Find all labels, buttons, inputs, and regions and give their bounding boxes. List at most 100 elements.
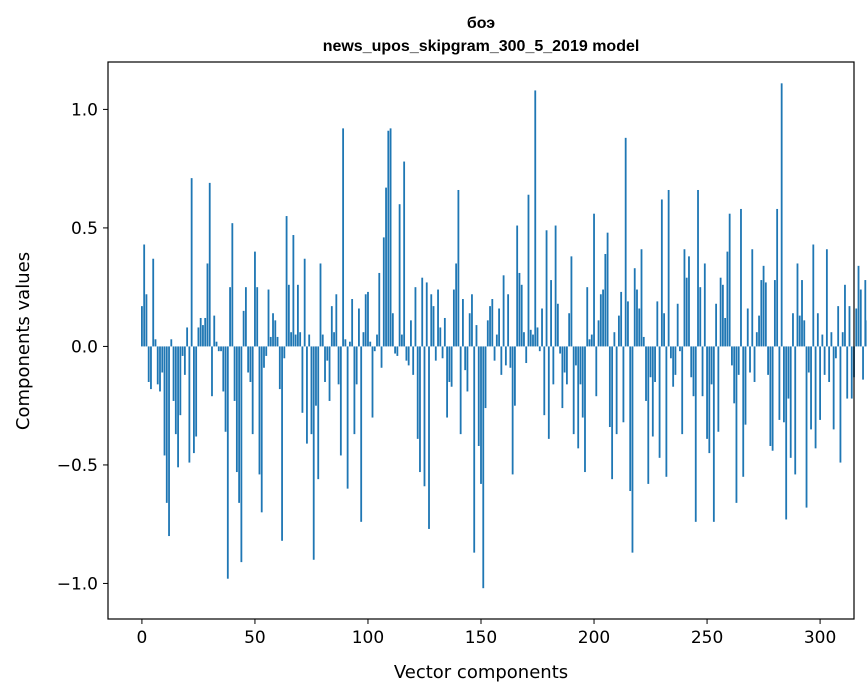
bar (290, 332, 293, 347)
bar (554, 225, 557, 347)
bar (468, 313, 471, 347)
bar (541, 308, 543, 347)
bar (819, 346, 821, 420)
bar (527, 194, 530, 347)
bar (538, 346, 541, 352)
bar (150, 346, 152, 390)
bar (410, 320, 412, 347)
bar (667, 189, 670, 347)
bar (247, 346, 250, 373)
bar (312, 346, 315, 560)
bar (810, 346, 812, 430)
bar (358, 308, 360, 347)
bar (430, 294, 433, 347)
bar (315, 346, 317, 406)
bar (658, 346, 661, 458)
bar (561, 346, 564, 409)
bar (464, 346, 467, 371)
bar (724, 317, 727, 347)
bar (821, 334, 824, 347)
bar (303, 258, 306, 347)
bar (333, 332, 335, 347)
bar (183, 346, 186, 375)
bar (688, 256, 690, 347)
bar (783, 346, 785, 423)
bar (342, 128, 345, 347)
bar (731, 346, 733, 366)
bar (590, 334, 593, 347)
bar (719, 277, 722, 347)
bar (846, 346, 849, 399)
bar (796, 263, 799, 347)
bar (141, 306, 143, 347)
bar (471, 294, 473, 347)
bar (457, 189, 460, 347)
bar (717, 346, 720, 432)
bar (828, 346, 831, 382)
bar (518, 272, 521, 347)
bar (617, 315, 620, 347)
bar (803, 320, 806, 347)
bar (190, 178, 193, 347)
bar (764, 282, 767, 347)
chart-title-line-2: news_upos_skipgram_300_5_2019 model (323, 38, 640, 55)
bar (697, 189, 699, 347)
bar (380, 346, 383, 368)
bar (654, 346, 656, 382)
bar (455, 263, 458, 347)
bar (520, 284, 523, 347)
bar (416, 346, 419, 439)
bar (735, 346, 738, 503)
bar (602, 289, 604, 347)
bar (145, 294, 148, 347)
x-axis-label: Vector components (394, 662, 568, 683)
bar (776, 208, 779, 347)
bar (310, 346, 313, 435)
bar (516, 225, 519, 347)
bar (525, 346, 528, 364)
bar (832, 346, 835, 430)
bar (475, 325, 478, 347)
bar (529, 329, 532, 347)
bar (389, 128, 392, 347)
bar (740, 208, 742, 347)
bar (473, 346, 476, 553)
bar (254, 251, 256, 347)
bar (193, 346, 195, 454)
x-tick-label: 250 (691, 628, 723, 648)
bar (794, 346, 797, 475)
bar (208, 182, 211, 347)
bar (636, 289, 638, 347)
bar (581, 346, 584, 418)
bar (170, 339, 173, 347)
bar (701, 346, 704, 397)
bar (624, 137, 627, 347)
x-axis-ticks: 0 50 100 150 200 250 300 (136, 619, 836, 648)
bar (163, 346, 166, 456)
bar (728, 213, 731, 347)
bar (287, 284, 290, 347)
bar (855, 308, 858, 347)
bar (482, 346, 485, 589)
bar (841, 332, 844, 347)
bar (324, 346, 326, 382)
bar (231, 223, 234, 347)
bar (172, 346, 175, 401)
bar (258, 346, 261, 475)
bar (663, 313, 666, 347)
bar (606, 232, 609, 347)
bar (181, 346, 184, 356)
bar (864, 280, 867, 347)
bar (771, 346, 774, 451)
bar (753, 346, 756, 382)
bar (238, 346, 241, 503)
bar (500, 346, 503, 375)
bar (437, 289, 439, 347)
bar (407, 346, 410, 366)
bar (859, 289, 862, 347)
bar (179, 346, 182, 416)
bar (593, 213, 595, 347)
bar (683, 249, 686, 347)
bar (660, 199, 663, 347)
